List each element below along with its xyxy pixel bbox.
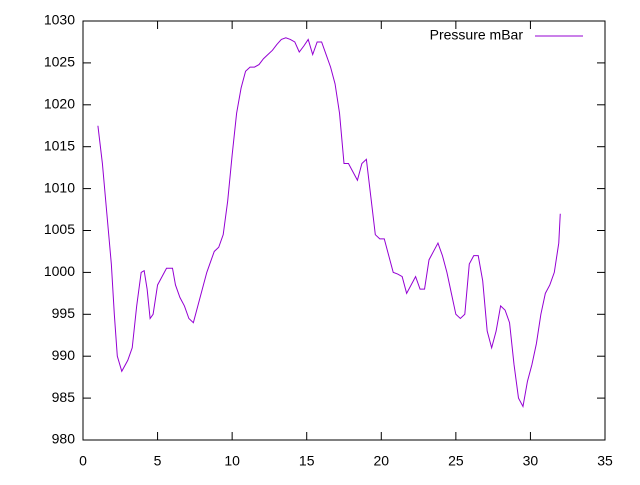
y-tick-label: 1020 [44,96,75,112]
y-tick-label: 980 [52,431,76,447]
series-line [97,37,561,408]
y-tick-label: 990 [52,347,76,363]
x-tick-label: 15 [299,453,315,469]
x-tick-label: 20 [373,453,389,469]
x-tick-label: 0 [79,453,87,469]
y-tick-label: 1005 [44,221,75,237]
y-tick-label: 1030 [44,12,75,28]
x-tick-label: 25 [448,453,464,469]
legend-label: Pressure mBar [430,27,524,43]
x-tick-label: 30 [523,453,539,469]
y-tick-label: 1000 [44,263,75,279]
y-tick-label: 985 [52,389,76,405]
x-tick-label: 5 [154,453,162,469]
plot-border [82,20,606,441]
x-tick-label: 35 [597,453,613,469]
y-tick-label: 1025 [44,54,75,70]
y-tick-label: 1010 [44,179,75,195]
x-tick-label: 10 [224,453,240,469]
y-tick-label: 995 [52,305,76,321]
y-tick-label: 1015 [44,137,75,153]
